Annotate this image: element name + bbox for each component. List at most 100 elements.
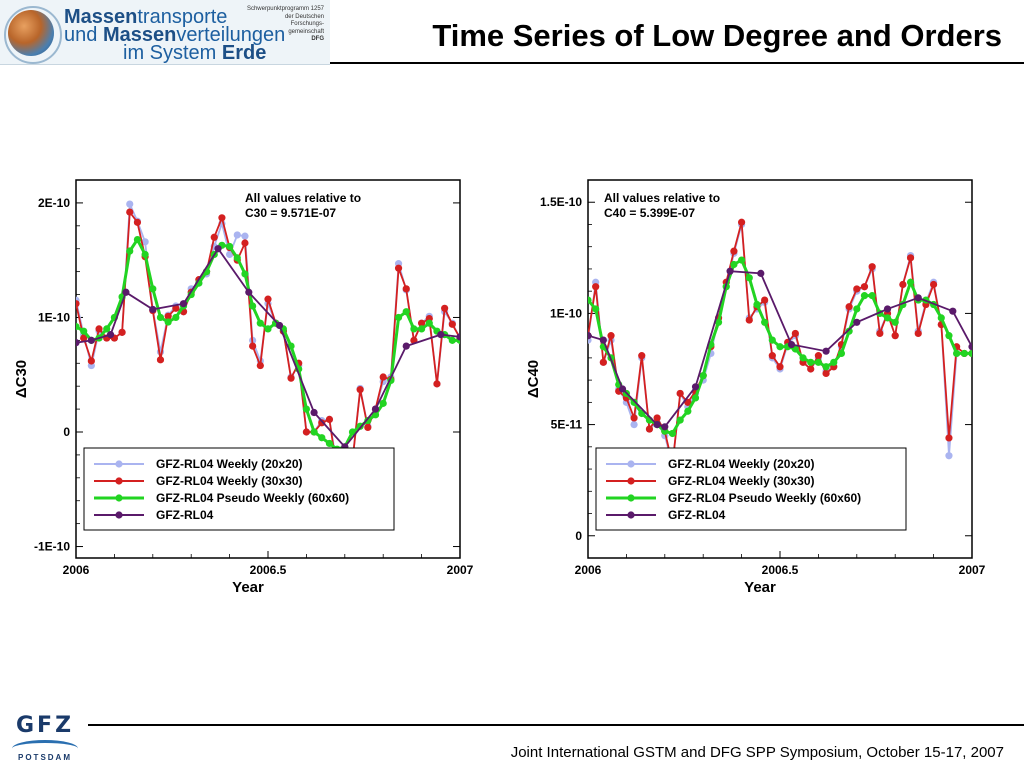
data-point-1 (761, 296, 769, 304)
data-point-1 (930, 280, 938, 289)
data-point-2 (418, 325, 426, 333)
x-axis-label: Year (744, 579, 776, 596)
data-point-1 (126, 208, 134, 216)
data-point-1 (899, 280, 907, 289)
data-point-1 (87, 357, 95, 365)
legend-swatch-marker (115, 460, 123, 468)
data-point-3 (402, 342, 410, 350)
data-point-2 (318, 434, 326, 442)
data-point-3 (661, 423, 669, 431)
data-point-2 (714, 318, 723, 326)
data-point-3 (653, 420, 661, 429)
data-point-3 (599, 336, 607, 344)
y-tick-label: -1E-10 (34, 540, 70, 554)
data-point-0 (241, 232, 249, 240)
y-tick-label: 5E-11 (551, 418, 583, 432)
data-point-1 (364, 423, 372, 432)
series-group (76, 200, 460, 476)
data-point-3 (275, 321, 284, 330)
data-point-1 (638, 352, 646, 360)
x-tick-label: 2007 (959, 563, 986, 577)
data-point-1 (807, 365, 815, 373)
data-point-3 (949, 307, 957, 315)
data-point-1 (876, 329, 884, 338)
data-point-2 (807, 358, 815, 366)
data-point-2 (738, 256, 746, 264)
data-point-1 (607, 332, 615, 340)
legend-swatch-marker (115, 511, 123, 519)
data-point-0 (945, 452, 953, 460)
data-point-2 (699, 372, 707, 380)
data-point-1 (80, 334, 88, 342)
data-point-2 (126, 247, 134, 255)
data-point-2 (233, 254, 241, 262)
series-group (588, 218, 972, 469)
legend-swatch-marker (627, 477, 635, 485)
data-point-1 (645, 425, 654, 433)
legend-swatch-marker (115, 494, 123, 502)
data-point-2 (302, 405, 310, 413)
legend-swatch-marker (627, 494, 635, 502)
data-point-1 (592, 283, 600, 291)
data-point-1 (302, 428, 310, 436)
data-point-2 (310, 428, 318, 436)
data-point-1 (241, 239, 249, 247)
data-point-3 (853, 318, 861, 326)
data-point-3 (968, 343, 972, 351)
globe-logo-icon (8, 10, 54, 56)
data-point-1 (379, 373, 387, 381)
data-point-1 (448, 320, 456, 328)
data-point-3 (456, 333, 460, 341)
data-point-3 (371, 405, 380, 413)
data-point-2 (799, 354, 807, 362)
data-point-2 (226, 242, 234, 251)
data-point-0 (226, 250, 234, 259)
chart-c30-svg: -1E-10 0 1E-10 2E-10 2006 2006.5 2007 Year ΔC30 A… (13, 179, 474, 596)
data-point-3 (914, 294, 922, 302)
data-point-1 (433, 380, 441, 388)
data-point-2 (937, 314, 945, 322)
data-point-1 (868, 263, 876, 271)
logo-line-1: Massentransporte (64, 6, 228, 28)
data-point-2 (172, 313, 180, 322)
data-point-1 (394, 264, 403, 272)
data-point-2 (776, 343, 784, 351)
data-point-2 (394, 313, 403, 322)
data-point-3 (822, 347, 830, 355)
data-point-2 (768, 336, 776, 344)
data-point-1 (738, 218, 746, 226)
data-point-1 (945, 434, 953, 442)
legend-label: GFZ-RL04 Weekly (30x30) (156, 474, 303, 488)
data-point-0 (630, 420, 638, 429)
data-point-1 (172, 304, 180, 312)
data-point-2 (402, 308, 410, 316)
data-point-1 (210, 233, 218, 241)
header-logo: Massentransporte und Massenverteilungen … (0, 0, 330, 65)
data-point-3 (437, 331, 445, 339)
data-point-3 (883, 305, 892, 313)
data-point-3 (588, 332, 592, 340)
x-tick-label: 2006 (575, 563, 602, 577)
data-point-2 (891, 318, 899, 326)
data-point-1 (402, 285, 410, 293)
data-point-2 (968, 349, 972, 358)
data-point-1 (95, 325, 103, 333)
data-point-2 (761, 318, 769, 326)
data-point-1 (676, 389, 684, 398)
x-tick-label: 2007 (447, 563, 474, 577)
data-point-3 (76, 339, 80, 347)
data-point-1 (768, 352, 776, 360)
relative-value-note: All values relative to (604, 191, 720, 205)
data-point-2 (379, 399, 387, 407)
data-point-1 (906, 254, 915, 262)
data-point-1 (249, 342, 257, 350)
data-point-2 (814, 358, 822, 366)
data-point-1 (418, 319, 426, 327)
data-point-2 (80, 327, 88, 335)
data-point-2 (953, 349, 961, 358)
data-point-1 (776, 363, 784, 371)
data-point-2 (830, 358, 838, 366)
data-point-1 (860, 283, 869, 291)
chart-c40-svg: 0 5E-11 1E-10 1.5E-10 2006 2006.5 2007 Year ΔC40… (525, 179, 986, 596)
legend-swatch-marker (115, 477, 123, 485)
